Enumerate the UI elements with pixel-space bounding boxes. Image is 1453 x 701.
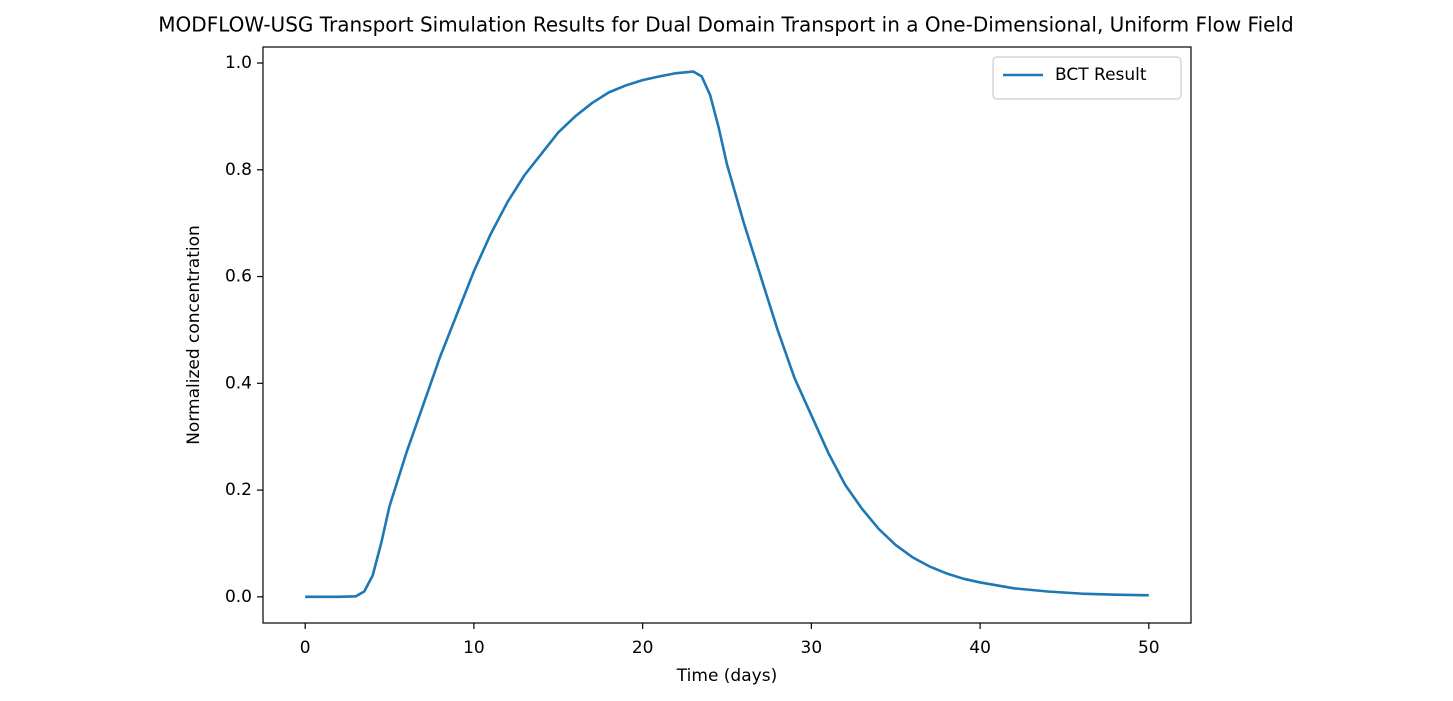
y-tick-label: 0.8 <box>225 160 252 180</box>
y-tick-label: 0.4 <box>225 373 252 393</box>
y-tick-label: 1.0 <box>225 53 252 73</box>
y-tick-label: 0.6 <box>225 267 252 287</box>
chart-title: MODFLOW-USG Transport Simulation Results… <box>158 13 1293 37</box>
y-tick-label: 0.0 <box>225 587 252 607</box>
x-tick-label: 0 <box>300 638 311 658</box>
x-tick-label: 30 <box>801 638 823 658</box>
y-axis-label: Normalized concentration <box>184 225 204 445</box>
legend-box <box>992 56 1182 100</box>
y-tick-label: 0.2 <box>225 480 252 500</box>
plot-frame <box>262 46 1192 624</box>
x-tick-label: 50 <box>1138 638 1160 658</box>
data-line <box>305 70 1149 599</box>
x-tick-label: 10 <box>463 638 485 658</box>
x-axis-label: Time (days) <box>676 666 777 686</box>
legend: BCT Result <box>992 56 1182 100</box>
x-tick-label: 20 <box>632 638 654 658</box>
legend-label: BCT Result <box>1055 65 1147 85</box>
x-tick-label: 40 <box>969 638 991 658</box>
